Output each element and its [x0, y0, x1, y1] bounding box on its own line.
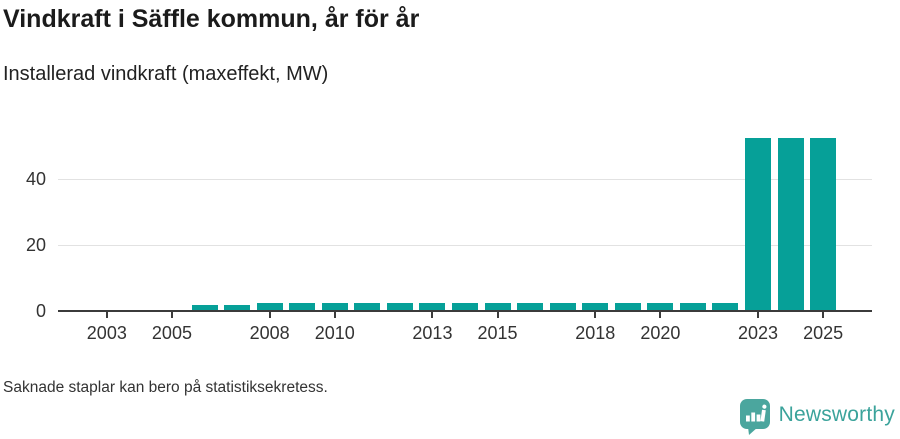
bar-2023: [745, 138, 772, 310]
x-axis-tick-2003: [105, 312, 108, 318]
bar-2015: [484, 303, 511, 310]
x-axis-line: [58, 310, 872, 312]
bar-2013: [419, 303, 446, 310]
bar-2014: [452, 303, 478, 310]
y-axis-tick-label: 0: [35, 301, 46, 321]
x-axis-tick-2013: [431, 312, 434, 318]
brand-text: Newsworthy: [778, 402, 895, 426]
bar-2018: [582, 303, 609, 310]
x-axis-tick-2018: [594, 312, 597, 318]
x-axis-tick-label: 2023: [738, 323, 779, 343]
x-axis-tick-label: 2025: [803, 323, 844, 343]
x-axis-tick-label: 2015: [477, 323, 518, 343]
x-axis-tick-2015: [496, 312, 499, 318]
x-axis-tick-label: 2008: [249, 323, 290, 343]
bar-2010: [321, 303, 348, 310]
bar-2020: [647, 303, 674, 310]
newsworthy-branding[interactable]: Newsworthy: [739, 398, 895, 435]
x-axis-tick-label: 2010: [314, 323, 355, 343]
x-axis-tick-2005: [170, 312, 173, 318]
bar-2008: [256, 303, 283, 310]
bar-2017: [549, 303, 576, 310]
bar-2006: [191, 305, 218, 310]
x-axis-tick-label: 2013: [412, 323, 453, 343]
gridline-y-40: [58, 179, 872, 180]
x-axis-tick-2010: [333, 312, 336, 318]
bar-2012: [386, 303, 413, 310]
bar-2022: [712, 303, 739, 310]
footnote: Saknade staplar kan bero på statistiksek…: [3, 379, 328, 396]
chart-subtitle: Installerad vindkraft (maxeffekt, MW): [3, 63, 329, 85]
y-axis-tick-label: 20: [25, 235, 46, 255]
bar-2007: [224, 305, 251, 310]
bar-2025: [810, 138, 837, 310]
bar-2019: [614, 303, 641, 310]
x-axis-tick-label: 2005: [151, 323, 192, 343]
x-axis-tick-2023: [757, 312, 760, 318]
bar-2024: [777, 138, 804, 310]
bar-2016: [517, 303, 544, 310]
chart-title: Vindkraft i Säffle kommun, år för år: [3, 5, 420, 33]
x-axis-tick-2008: [268, 312, 271, 318]
gridline-y-20: [58, 245, 872, 246]
bar-2021: [679, 303, 706, 310]
x-axis-tick-label: 2003: [86, 323, 127, 343]
y-axis-tick-label: 40: [25, 169, 46, 189]
x-axis-tick-2025: [822, 312, 825, 318]
x-axis-tick-label: 2018: [575, 323, 616, 343]
x-axis-tick-2020: [659, 312, 662, 318]
bar-2009: [289, 303, 316, 310]
bar-2011: [354, 303, 381, 310]
x-axis-tick-label: 2020: [640, 323, 681, 343]
newsworthy-logo-icon: [739, 398, 772, 435]
